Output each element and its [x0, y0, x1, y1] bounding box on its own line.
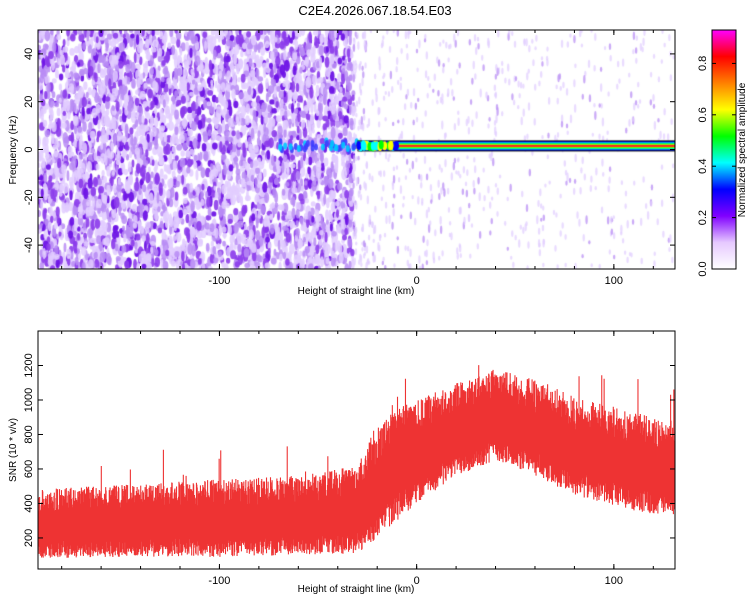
spectrogram-y-tick-label: 20: [23, 96, 35, 108]
spectrogram-y-tick-label: 40: [23, 48, 35, 60]
snr-y-ticks: 200 400 600 800 1000 1200: [23, 353, 675, 547]
spectrogram-y-tick-label: 0: [23, 146, 35, 152]
spectrogram-y-tick-label: -40: [23, 237, 35, 253]
snr-y-tick-label: 1200: [23, 353, 35, 377]
snr-y-tick-label: 800: [23, 425, 35, 443]
colorbar-label: Normalized spectral amplitude: [737, 82, 748, 217]
spectrogram-x-tick-label: 100: [605, 275, 623, 287]
spectrogram-x-tick-label: -100: [208, 275, 230, 287]
colorbar-ticks: 0.0 0.2 0.4 0.6 0.8: [697, 56, 736, 277]
snr-line: [38, 365, 675, 558]
colorbar-gradient: [712, 30, 736, 269]
snr-x-tick-label: 0: [414, 575, 420, 587]
colorbar: 0.0 0.2 0.4 0.6 0.8 Normalized spectral ampl…: [697, 29, 748, 277]
colorbar-frame: [711, 29, 737, 270]
colorbar-tick-label: 0.6: [697, 107, 709, 122]
snr-frame: [37, 330, 676, 570]
spectrogram-heatmap: [38, 30, 675, 269]
spectrogram-x-ticks: -100 0 100: [61, 30, 654, 287]
spectrogram-panel: -100 0 100 -40 -20 0 20 40 Height of straight …: [8, 29, 676, 297]
spectrogram-x-axis-label: Height of straight line (km): [298, 286, 415, 297]
snr-x-tick-label: -100: [208, 575, 230, 587]
colorbar-tick-label: 0.0: [697, 261, 709, 276]
colorbar-tick-label: 0.4: [697, 159, 709, 174]
spectrogram-x-tick-label: 0: [414, 275, 420, 287]
snr-panel: -100 0 100 200 400 600 800 1000 1200 Height of …: [8, 330, 676, 595]
spectrogram-y-ticks: -40 -20 0 20 40: [23, 48, 675, 253]
chart-title: C2E4.2026.067.18.54.E03: [298, 3, 451, 18]
spectrogram-y-axis-label: Frequency (Hz): [8, 116, 19, 185]
snr-x-axis-label: Height of straight line (km): [298, 584, 415, 595]
spectrogram-y-tick-label: -20: [23, 189, 35, 205]
colorbar-tick-label: 0.2: [697, 210, 709, 225]
snr-y-axis-label: SNR (10 * v/v): [8, 418, 19, 482]
snr-y-tick-label: 200: [23, 529, 35, 547]
snr-x-tick-label: 100: [605, 575, 623, 587]
colorbar-tick-label: 0.8: [697, 56, 709, 71]
snr-x-ticks: -100 0 100: [61, 331, 654, 587]
snr-y-tick-label: 400: [23, 494, 35, 512]
snr-y-tick-label: 1000: [23, 388, 35, 412]
snr-series: [38, 365, 675, 558]
snr-y-tick-label: 600: [23, 460, 35, 478]
